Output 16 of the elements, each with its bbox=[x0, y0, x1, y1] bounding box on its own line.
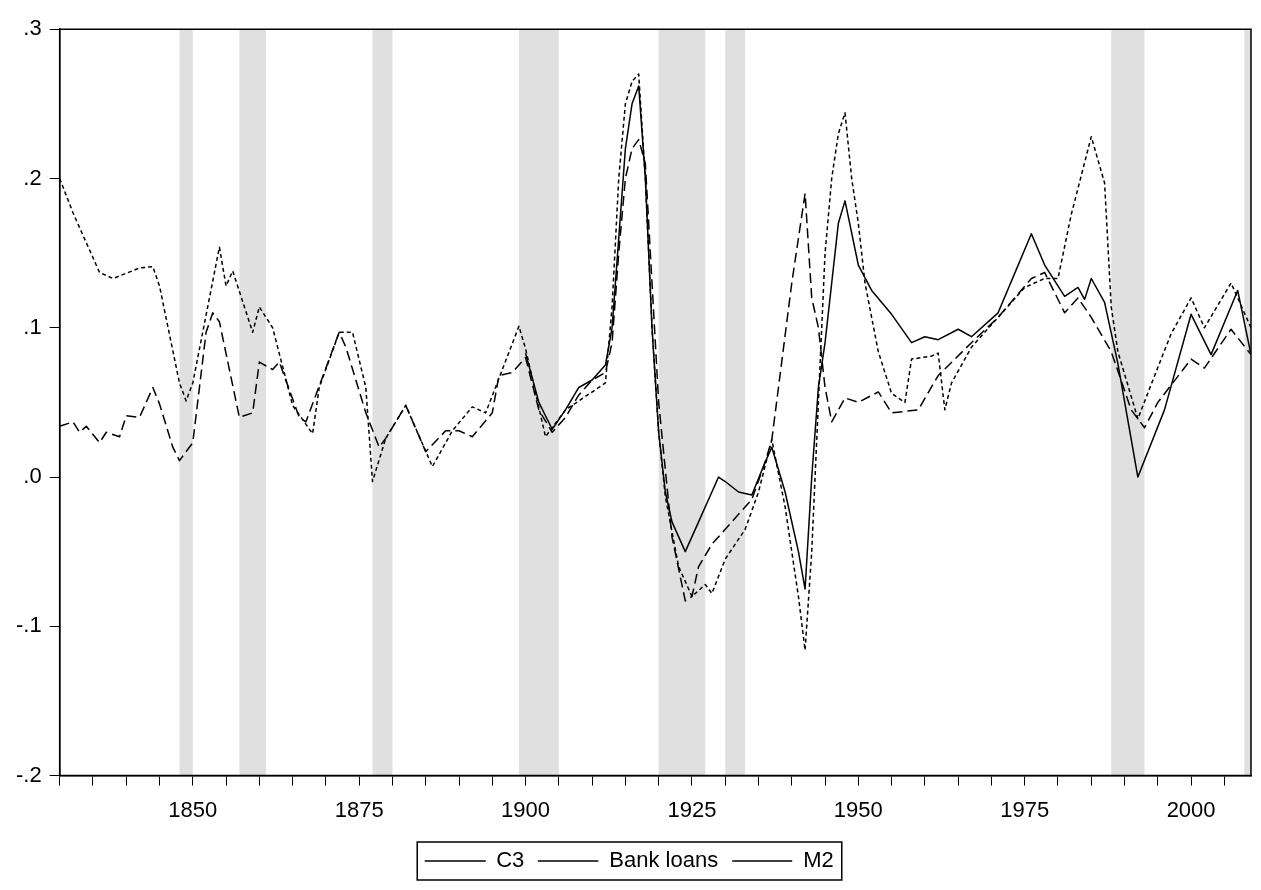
x-tick-label: 1950 bbox=[833, 796, 883, 822]
legend-label: Bank loans bbox=[609, 847, 719, 873]
x-tick-label: 1925 bbox=[667, 796, 717, 822]
y-tick-label: .3 bbox=[23, 15, 42, 41]
x-tick-label: 1850 bbox=[168, 796, 218, 822]
y-tick-label: .2 bbox=[23, 164, 42, 190]
y-tick-label: -.2 bbox=[15, 761, 42, 787]
y-tick-label: .1 bbox=[23, 313, 42, 339]
legend-label: M2 bbox=[803, 847, 834, 873]
y-tick-label: -.1 bbox=[15, 612, 42, 638]
x-tick-label: 1975 bbox=[1000, 796, 1050, 822]
x-tick-label: 2000 bbox=[1166, 796, 1216, 822]
x-tick-label: 1875 bbox=[334, 796, 384, 822]
x-tick-label: 1900 bbox=[501, 796, 551, 822]
legend-label: C3 bbox=[496, 847, 525, 873]
y-tick-label: .0 bbox=[23, 463, 42, 489]
